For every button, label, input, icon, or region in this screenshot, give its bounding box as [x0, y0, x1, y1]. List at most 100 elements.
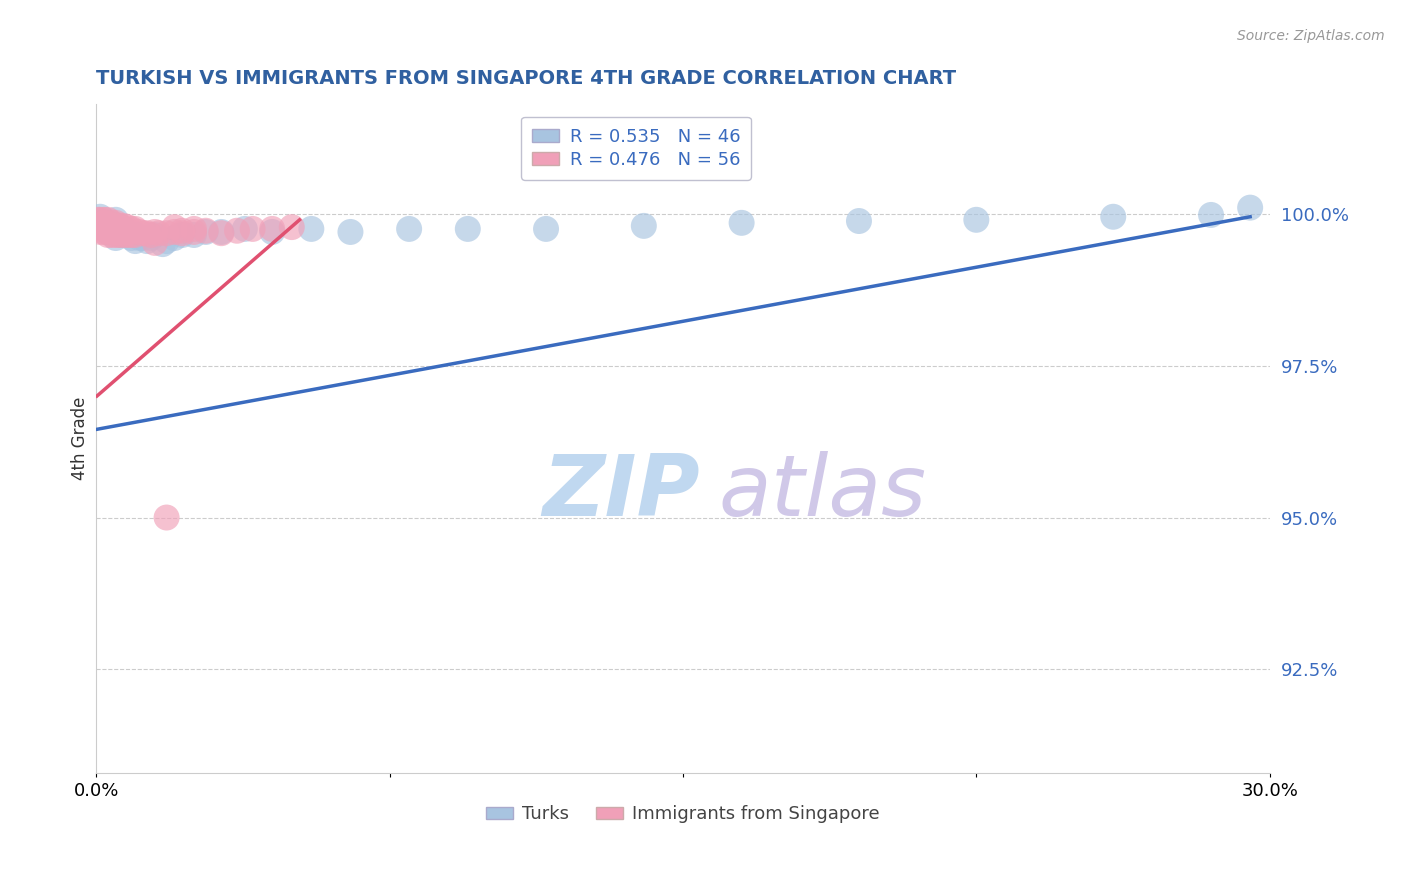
Point — [128, 231, 150, 245]
Point — [104, 227, 127, 242]
Point — [104, 219, 127, 233]
Text: Source: ZipAtlas.com: Source: ZipAtlas.com — [1237, 29, 1385, 44]
Point — [101, 227, 124, 242]
Point — [155, 510, 177, 524]
Point — [104, 225, 127, 239]
Point — [163, 231, 186, 245]
Point — [730, 216, 752, 230]
Point — [89, 212, 111, 227]
Point — [226, 224, 249, 238]
Point — [97, 225, 120, 239]
Point — [262, 225, 284, 239]
Point — [163, 220, 186, 235]
Point — [172, 224, 194, 238]
Point — [117, 225, 139, 239]
Point — [89, 216, 111, 230]
Point — [139, 227, 162, 242]
Point — [93, 225, 115, 239]
Point — [97, 222, 120, 236]
Point — [89, 219, 111, 233]
Point — [457, 222, 479, 236]
Point — [101, 222, 124, 236]
Point — [139, 231, 162, 245]
Point — [120, 222, 142, 236]
Point — [281, 220, 304, 235]
Point — [1199, 208, 1222, 222]
Point — [108, 222, 131, 236]
Point — [104, 222, 127, 236]
Point — [120, 231, 142, 245]
Point — [143, 235, 166, 250]
Point — [93, 212, 115, 227]
Point — [108, 219, 131, 233]
Point — [209, 226, 232, 240]
Point — [143, 227, 166, 242]
Point — [124, 222, 146, 236]
Point — [97, 227, 120, 242]
Point — [262, 222, 284, 236]
Point — [108, 222, 131, 236]
Point — [108, 225, 131, 239]
Point — [97, 212, 120, 227]
Point — [534, 222, 557, 236]
Point — [183, 227, 205, 242]
Point — [1239, 201, 1261, 215]
Point — [299, 222, 322, 236]
Point — [104, 231, 127, 245]
Point — [104, 225, 127, 239]
Point — [965, 212, 987, 227]
Point — [633, 219, 655, 233]
Point — [101, 216, 124, 230]
Point — [143, 225, 166, 239]
Point — [848, 214, 870, 228]
Point — [97, 225, 120, 239]
Point — [101, 222, 124, 236]
Point — [93, 216, 115, 230]
Point — [339, 225, 361, 239]
Point — [87, 212, 110, 227]
Y-axis label: 4th Grade: 4th Grade — [72, 397, 89, 480]
Point — [132, 231, 155, 245]
Point — [172, 227, 194, 242]
Point — [112, 227, 135, 242]
Point — [108, 227, 131, 242]
Point — [104, 219, 127, 233]
Point — [117, 227, 139, 242]
Point — [242, 222, 264, 236]
Point — [136, 234, 159, 248]
Point — [155, 234, 177, 248]
Point — [163, 225, 186, 239]
Point — [97, 219, 120, 233]
Point — [124, 227, 146, 242]
Point — [112, 222, 135, 236]
Point — [117, 227, 139, 242]
Point — [155, 226, 177, 240]
Point — [89, 225, 111, 239]
Point — [152, 237, 174, 252]
Point — [112, 222, 135, 236]
Point — [89, 210, 111, 224]
Point — [128, 225, 150, 239]
Point — [93, 222, 115, 236]
Point — [117, 220, 139, 235]
Point — [194, 224, 217, 238]
Point — [124, 234, 146, 248]
Point — [93, 216, 115, 230]
Point — [120, 227, 142, 242]
Text: atlas: atlas — [718, 450, 927, 533]
Point — [101, 219, 124, 233]
Point — [398, 222, 420, 236]
Point — [104, 216, 127, 230]
Point — [136, 226, 159, 240]
Point — [101, 225, 124, 239]
Point — [1102, 210, 1125, 224]
Text: TURKISH VS IMMIGRANTS FROM SINGAPORE 4TH GRADE CORRELATION CHART: TURKISH VS IMMIGRANTS FROM SINGAPORE 4TH… — [96, 69, 956, 87]
Point — [148, 226, 170, 240]
Point — [233, 222, 256, 236]
Point — [97, 219, 120, 233]
Point — [172, 226, 194, 240]
Point — [209, 225, 232, 239]
Point — [194, 225, 217, 239]
Legend: Turks, Immigrants from Singapore: Turks, Immigrants from Singapore — [479, 798, 887, 830]
Text: ZIP: ZIP — [543, 450, 700, 533]
